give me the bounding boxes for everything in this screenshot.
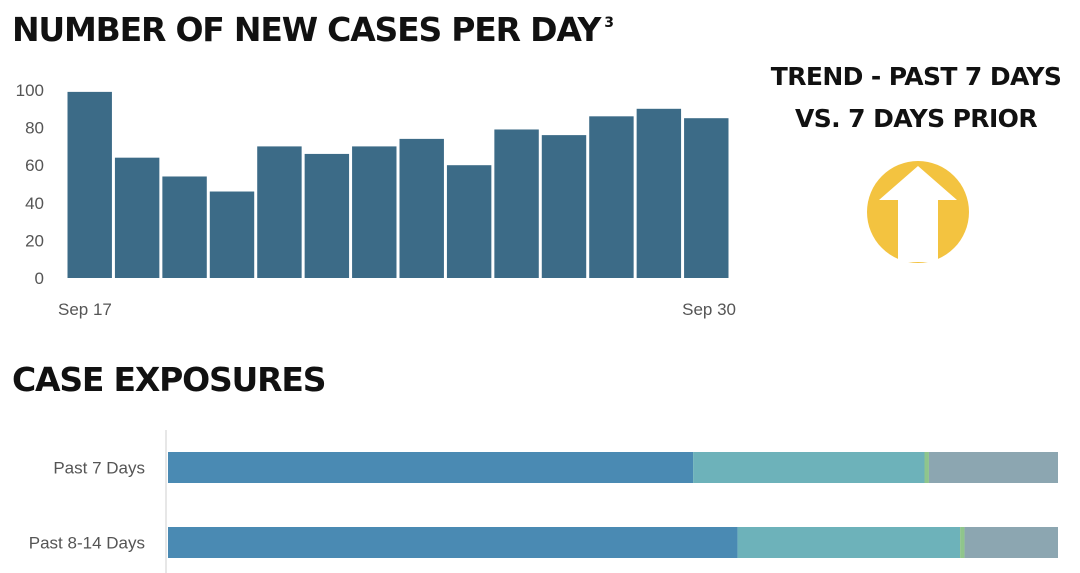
x-tick-label: Sep 17 xyxy=(58,300,112,319)
trend-label: TREND - PAST 7 DAYS VS. 7 DAYS PRIOR xyxy=(740,56,1080,140)
y-tick-label: 100 xyxy=(16,81,44,100)
case-bar xyxy=(494,129,539,278)
exposure-segment xyxy=(964,527,1058,558)
trend-arrow xyxy=(879,166,957,262)
exposure-segment xyxy=(168,452,694,483)
exposure-segment xyxy=(737,527,961,558)
exposure-segment xyxy=(693,452,925,483)
exposure-category-label: Past 7 Days xyxy=(53,459,145,478)
cases-bar-chart: 0 20 40 60 80 100 Sep 17 Sep 30 xyxy=(16,81,736,319)
x-tick-label: Sep 30 xyxy=(682,300,736,319)
case-bar xyxy=(114,157,160,278)
case-bar xyxy=(257,146,302,278)
y-tick-label: 80 xyxy=(25,119,44,138)
case-bar xyxy=(589,116,634,278)
case-bar xyxy=(399,138,444,278)
trend-line-1: TREND - PAST 7 DAYS xyxy=(770,62,1062,91)
case-bar xyxy=(352,146,397,278)
case-bar xyxy=(67,91,112,278)
y-tick-label: 60 xyxy=(25,156,44,175)
footnote-marker: 3 xyxy=(604,15,614,31)
cases-chart-title: NUMBER OF NEW CASES PER DAY 3 xyxy=(12,10,614,49)
case-bar xyxy=(162,176,207,278)
case-bar xyxy=(304,153,350,278)
case-bar xyxy=(446,165,492,278)
case-bar xyxy=(541,135,587,278)
exposure-segment xyxy=(924,452,929,483)
case-bar xyxy=(636,108,682,278)
exposure-category-label: Past 8-14 Days xyxy=(29,534,145,553)
exposure-segment xyxy=(168,527,738,558)
y-tick-label: 20 xyxy=(25,231,44,250)
case-bar xyxy=(684,118,729,278)
case-bar xyxy=(209,191,255,278)
y-tick-label: 40 xyxy=(25,194,44,213)
exposures-chart-title: CASE EXPOSURES xyxy=(12,360,326,399)
trend-circle xyxy=(867,161,969,263)
trend-line-2: VS. 7 DAYS PRIOR xyxy=(795,104,1038,133)
exposure-segment xyxy=(960,527,965,558)
exposure-segment xyxy=(928,452,1058,483)
y-tick-label: 0 xyxy=(35,269,44,288)
